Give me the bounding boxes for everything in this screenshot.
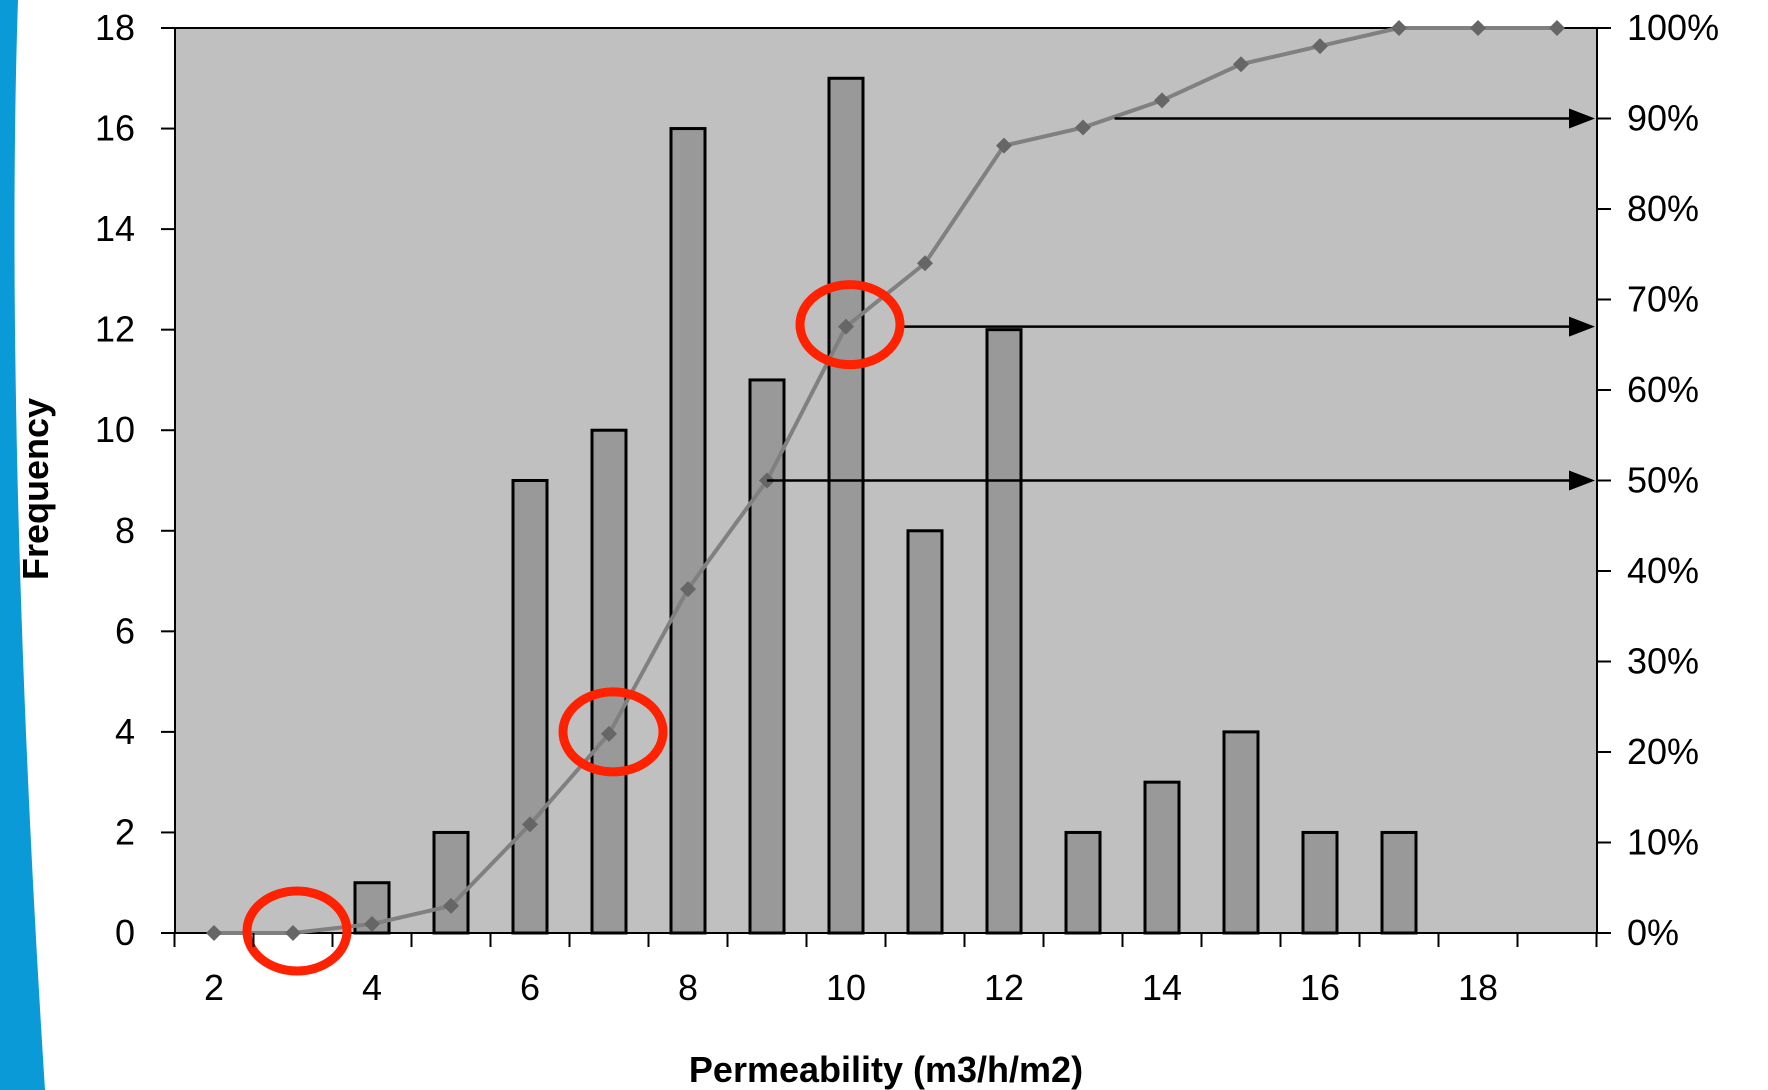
- y2-tick-label: 100%: [1627, 7, 1719, 48]
- bar: [1064, 830, 1102, 935]
- bars: [353, 76, 1418, 935]
- bar: [985, 328, 1023, 935]
- line-point: [1312, 38, 1328, 55]
- y2-tick-label: 80%: [1627, 188, 1699, 229]
- right-y-axis: 0% 10% 20% 30% 40% 50% 60% 70% 80% 90% 100%: [1597, 7, 1719, 953]
- y-tick-label: 16: [95, 108, 135, 149]
- x-axis-title: Permeability (m3/h/m2): [689, 1049, 1083, 1090]
- x-tick-label: 10: [826, 967, 866, 1008]
- bar: [1222, 730, 1260, 935]
- bar: [827, 76, 865, 935]
- y2-tick-label: 30%: [1627, 641, 1699, 682]
- line-point: [1549, 20, 1565, 36]
- y2-tick-label: 90%: [1627, 98, 1699, 139]
- bar: [906, 529, 944, 935]
- annotation-circles: [242, 280, 905, 976]
- y2-tick-label: 0%: [1627, 912, 1679, 953]
- y-tick-label: 6: [115, 610, 135, 651]
- bar: [1380, 830, 1418, 935]
- x-axis: 2 4 6 8 10 12 14 16 18: [173, 933, 1598, 1008]
- line-point: [1233, 56, 1249, 73]
- y2-tick-label: 10%: [1627, 822, 1699, 863]
- y2-tick-label: 70%: [1627, 279, 1699, 320]
- annotation-arrows: [767, 108, 1595, 491]
- line-point: [285, 925, 301, 941]
- line-point: [1075, 119, 1091, 136]
- line-point: [1154, 92, 1170, 109]
- arrow-head: [1569, 470, 1595, 491]
- y-tick-label: 2: [115, 811, 135, 852]
- highlight-circle: [558, 687, 668, 777]
- x-tick-label: 4: [362, 967, 382, 1008]
- left-y-axis: 0 2 4 6 8 10 12 14 16 18: [95, 7, 175, 953]
- line-point: [917, 255, 933, 272]
- y-tick-label: 4: [115, 711, 135, 752]
- y-tick-label: 12: [95, 309, 135, 350]
- y-tick-label: 18: [95, 7, 135, 48]
- y2-tick-label: 20%: [1627, 731, 1699, 772]
- y-tick-label: 10: [95, 409, 135, 450]
- blue-accent-stripe: [0, 0, 45, 1090]
- line-point: [996, 137, 1012, 154]
- x-tick-label: 16: [1300, 967, 1340, 1008]
- bar: [590, 428, 628, 935]
- line-point: [206, 925, 222, 941]
- highlight-circle: [242, 886, 352, 976]
- x-tick-label: 18: [1458, 967, 1498, 1008]
- y2-tick-label: 60%: [1627, 369, 1699, 410]
- bar: [1301, 830, 1339, 935]
- line-point: [443, 897, 459, 914]
- line-point: [680, 581, 696, 598]
- line-point: [1470, 20, 1486, 36]
- arrow-head: [1569, 108, 1595, 129]
- x-tick-label: 14: [1142, 967, 1182, 1008]
- arrow-head: [1569, 316, 1595, 337]
- x-tick-label: 2: [204, 967, 224, 1008]
- highlight-circle: [795, 280, 905, 370]
- line-point: [364, 915, 380, 932]
- y-tick-label: 0: [115, 912, 135, 953]
- y2-tick-label: 50%: [1627, 460, 1699, 501]
- y-tick-label: 14: [95, 208, 135, 249]
- line-point: [601, 725, 617, 742]
- bar: [748, 378, 786, 935]
- y-tick-label: 8: [115, 510, 135, 551]
- line-point: [522, 816, 538, 833]
- bar: [511, 479, 549, 935]
- y2-tick-label: 40%: [1627, 550, 1699, 591]
- x-tick-label: 12: [984, 967, 1024, 1008]
- line-point: [838, 318, 854, 335]
- x-tick-label: 6: [520, 967, 540, 1008]
- bar: [432, 830, 470, 935]
- bar: [1143, 780, 1181, 935]
- y-axis-title: Frequency: [15, 398, 56, 580]
- x-tick-label: 8: [678, 967, 698, 1008]
- line-point: [1391, 20, 1407, 36]
- bar: [669, 127, 707, 935]
